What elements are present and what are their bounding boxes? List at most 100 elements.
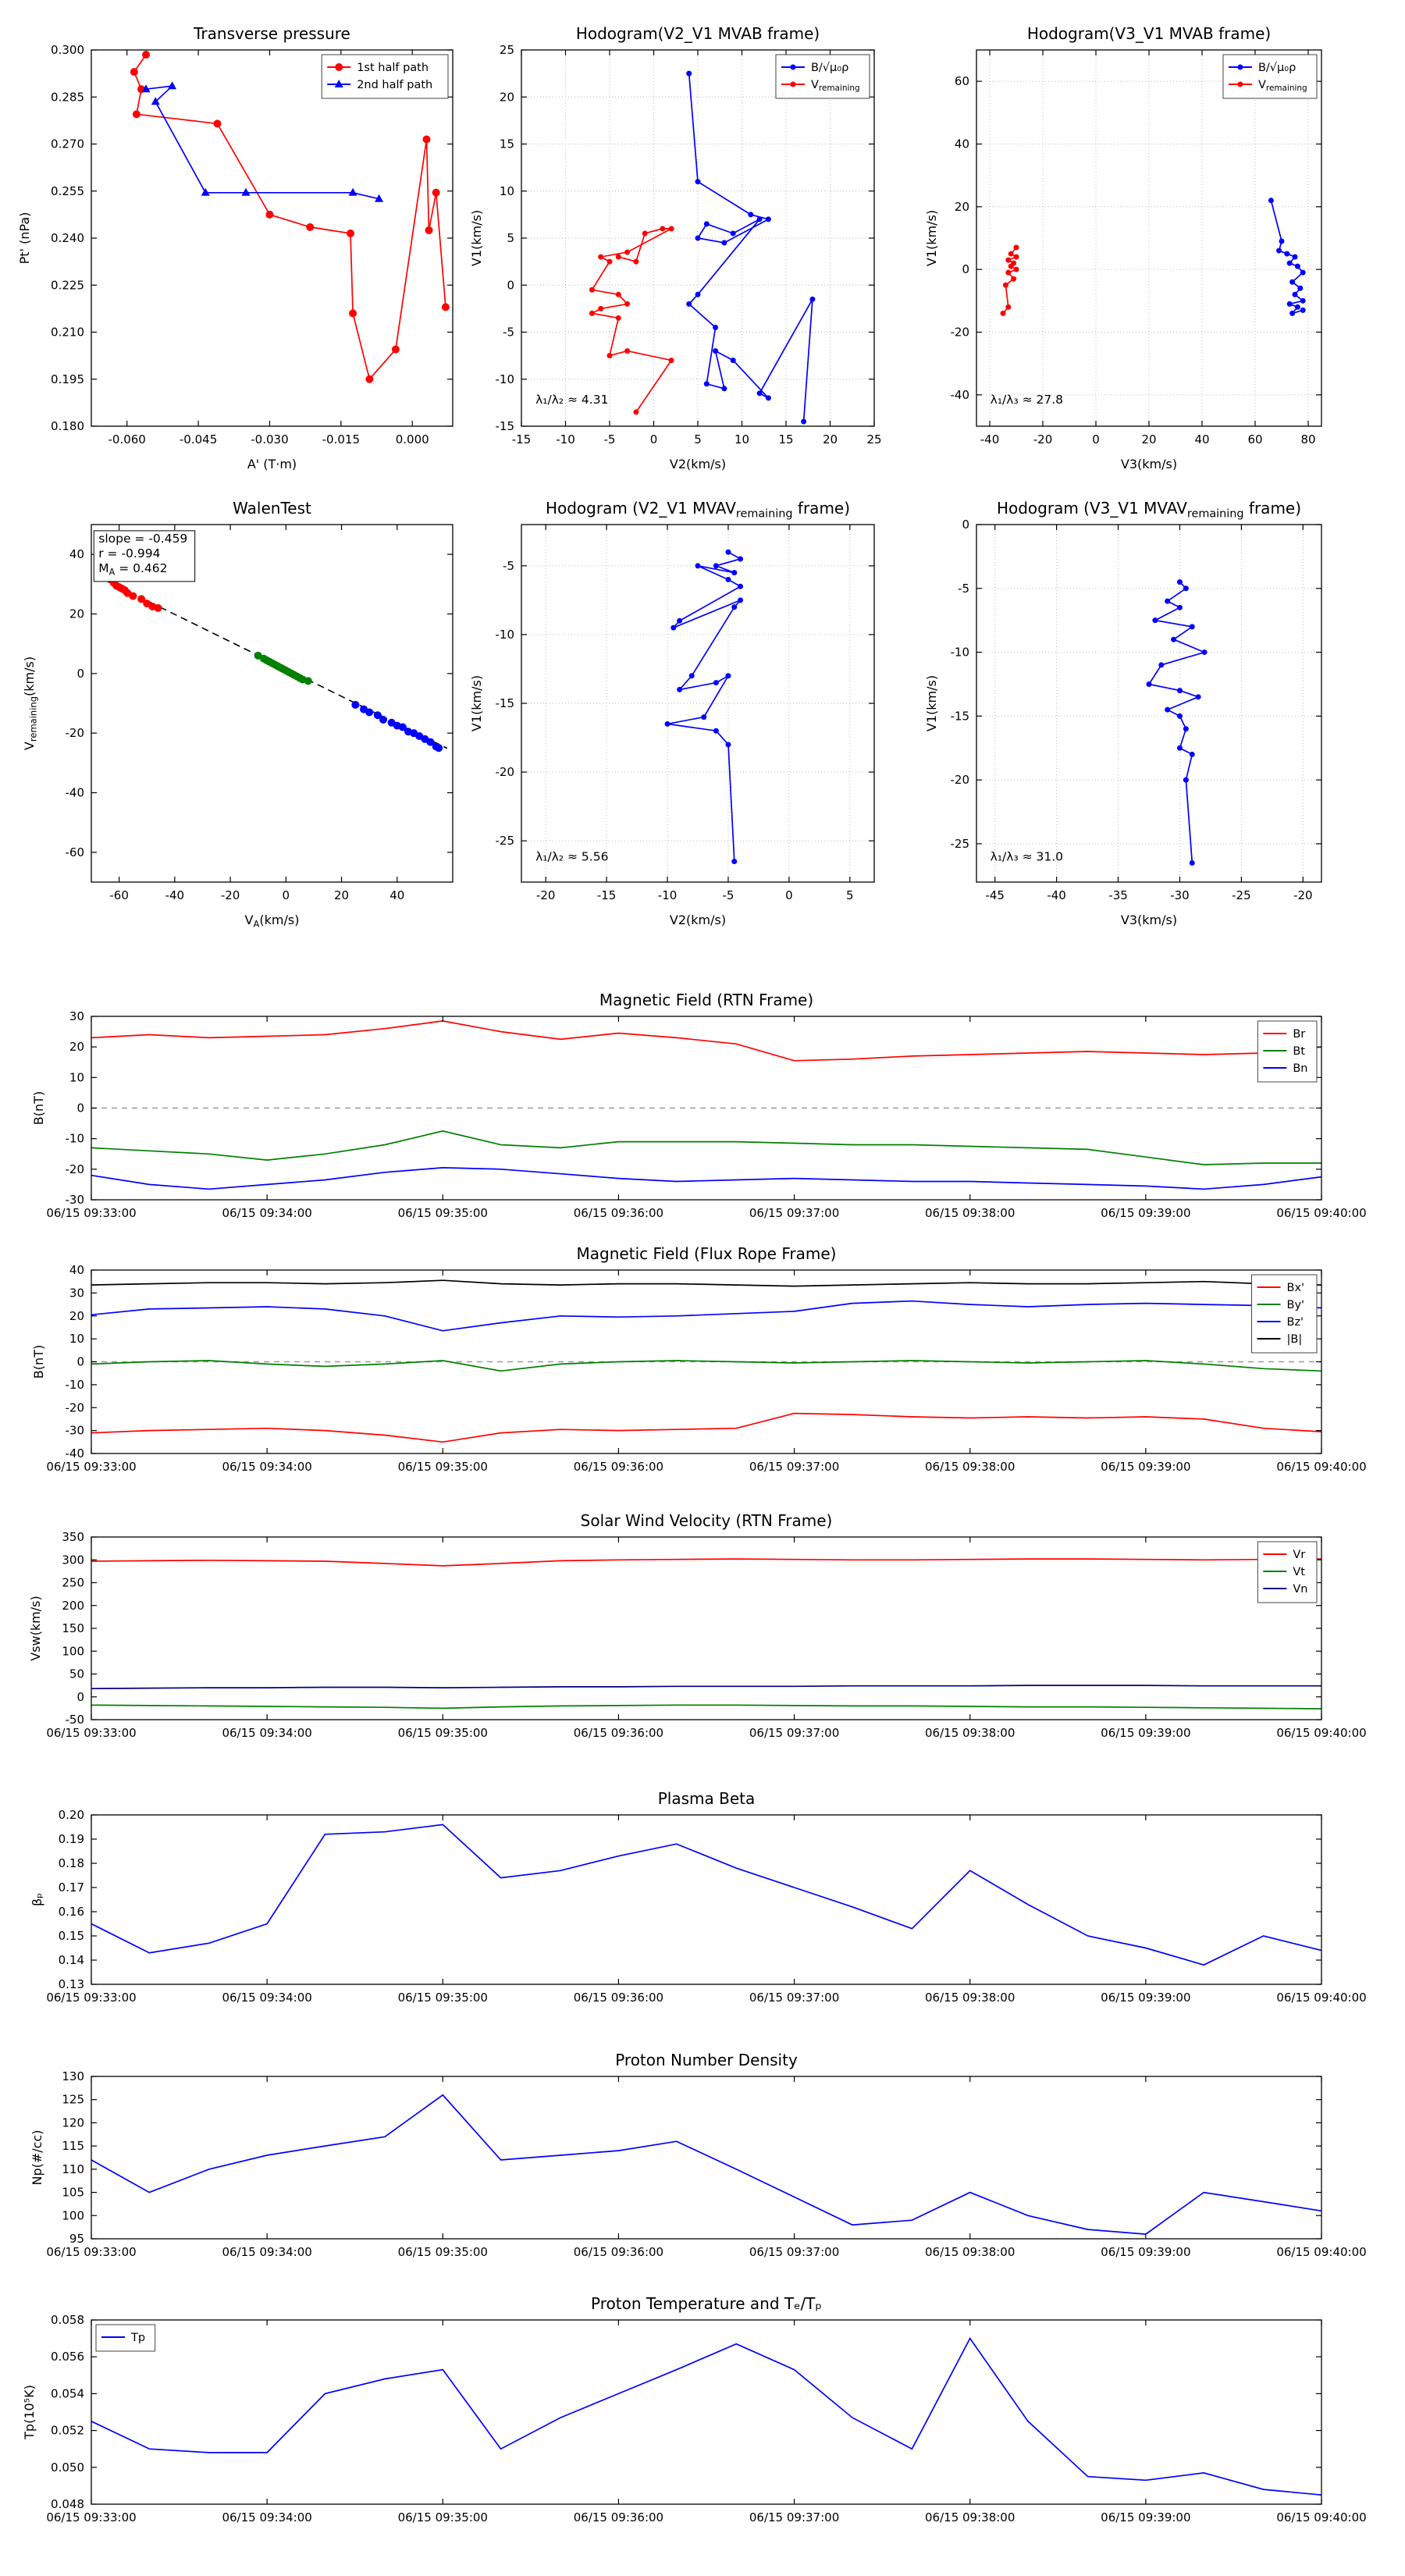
svg-text:06/15 09:35:00: 06/15 09:35:00 [398,2510,488,2524]
panel-hodogram-v2v1-mvab: -15 -10 -5 0 5 10 15 20 25 -15 -10 -5 0 5 10 15 20 25 Hodo… [468,12,921,500]
svg-text:MA = 0.462: MA = 0.462 [98,561,167,577]
svg-text:Bz': Bz' [1287,1316,1304,1329]
svg-text:Bt: Bt [1293,1045,1305,1058]
svg-text:Br: Br [1293,1028,1305,1041]
svg-text:5: 5 [694,432,702,447]
svg-text:Vremaining: Vremaining [811,79,860,93]
svg-text:V1(km/s): V1(km/s) [469,210,484,266]
svg-text:0: 0 [507,278,514,292]
svg-text:0.13: 0.13 [59,1977,84,1991]
svg-text:B/√μ₀ρ: B/√μ₀ρ [1258,62,1296,74]
svg-text:06/15 09:35:00: 06/15 09:35:00 [398,1726,488,1740]
svg-text:300: 300 [62,1553,84,1567]
svg-text:06/15 09:40:00: 06/15 09:40:00 [1276,1991,1366,2005]
svg-text:06/15 09:36:00: 06/15 09:36:00 [574,2510,663,2524]
svg-text:-20: -20 [66,726,85,740]
svg-text:0: 0 [283,888,290,902]
svg-text:0.300: 0.300 [51,43,84,57]
panel-plasma-beta: 06/15 09:33:00 06/15 09:34:00 06/15 09:35:… [16,1784,1374,2014]
svg-text:-5: -5 [604,432,616,447]
svg-text:60: 60 [1247,432,1262,447]
svg-text:Proton Temperature and Tₑ/Tₚ: Proton Temperature and Tₑ/Tₚ [591,2294,822,2313]
svg-text:06/15 09:33:00: 06/15 09:33:00 [46,1460,136,1474]
svg-text:0: 0 [76,1690,84,1704]
svg-text:06/15 09:36:00: 06/15 09:36:00 [574,1726,663,1740]
svg-text:20: 20 [69,1309,84,1323]
svg-text:Vremaining: Vremaining [1258,79,1307,93]
svg-text:V3(km/s): V3(km/s) [1121,913,1177,927]
svg-text:-20: -20 [221,888,240,902]
svg-text:Hodogram(V3_V1 MVAB frame): Hodogram(V3_V1 MVAB frame) [1027,24,1271,43]
svg-text:06/15 09:40:00: 06/15 09:40:00 [1276,1460,1366,1474]
svg-text:06/15 09:40:00: 06/15 09:40:00 [1276,1726,1366,1740]
svg-text:Plasma Beta: Plasma Beta [658,1789,756,1808]
svg-text:0.16: 0.16 [59,1905,84,1919]
panel-solar-wind-velocity: 06/15 09:33:00 06/15 09:34:00 06/15 09:35:… [16,1507,1374,1750]
walen-test-chart: -60 -40 -20 0 20 40 -60 -40 -20 0 20 40 WalenTest VA(… [22,499,454,929]
svg-text:06/15 09:38:00: 06/15 09:38:00 [925,1460,1015,1474]
svg-text:200: 200 [62,1599,84,1613]
svg-text:0: 0 [785,888,793,902]
svg-text:06/15 09:40:00: 06/15 09:40:00 [1276,2510,1366,2524]
svg-text:06/15 09:40:00: 06/15 09:40:00 [1276,1206,1366,1220]
svg-text:0.180: 0.180 [51,419,84,433]
svg-text:-40: -40 [1047,888,1066,902]
svg-text:V2(km/s): V2(km/s) [670,913,726,927]
svg-text:Vt: Vt [1293,1566,1305,1578]
svg-text:06/15 09:33:00: 06/15 09:33:00 [46,1991,136,2005]
svg-text:V1(km/s): V1(km/s) [924,675,939,731]
svg-text:Transverse pressure: Transverse pressure [193,24,350,43]
svg-text:06/15 09:39:00: 06/15 09:39:00 [1101,1460,1190,1474]
svg-text:Vsw(km/s): Vsw(km/s) [28,1596,43,1660]
svg-text:V1(km/s): V1(km/s) [469,675,484,731]
svg-text:WalenTest: WalenTest [233,499,311,518]
svg-text:-20: -20 [66,1400,85,1414]
panel-magnetic-field-fluxrope: 06/15 09:33:00 06/15 09:34:00 06/15 09:35:… [16,1241,1374,1483]
svg-text:20: 20 [500,90,514,104]
svg-text:60: 60 [955,74,969,88]
svg-text:0.052: 0.052 [51,2424,84,2438]
magnetic-field-rtn-chart: 06/15 09:33:00 06/15 09:34:00 06/15 09:35:… [31,991,1367,1220]
svg-text:40: 40 [69,1263,84,1277]
svg-text:06/15 09:39:00: 06/15 09:39:00 [1101,1206,1190,1220]
svg-text:V2(km/s): V2(km/s) [670,457,726,471]
svg-text:r = -0.994: r = -0.994 [98,546,160,560]
svg-text:06/15 09:37:00: 06/15 09:37:00 [749,1460,839,1474]
svg-text:0.054: 0.054 [51,2386,84,2400]
proton-temperature-chart: 06/15 09:33:00 06/15 09:34:00 06/15 09:35:… [22,2294,1367,2524]
svg-text:Bx': Bx' [1287,1282,1305,1294]
panel-hodogram-v3v1-mvav: -45 -40 -35 -30 -25 -20 -25 -20 -15 -10 -5 0 Hodogra… [921,492,1374,929]
svg-text:0.255: 0.255 [51,184,84,198]
svg-text:150: 150 [62,1621,84,1635]
svg-text:-20: -20 [536,888,556,902]
svg-text:06/15 09:37:00: 06/15 09:37:00 [749,1206,839,1220]
svg-text:06/15 09:35:00: 06/15 09:35:00 [398,2245,488,2259]
svg-text:125: 125 [62,2093,84,2107]
svg-text:10: 10 [69,1332,84,1346]
svg-text:0.240: 0.240 [51,231,84,245]
svg-text:-15: -15 [496,696,515,710]
svg-text:06/15 09:34:00: 06/15 09:34:00 [222,2245,311,2259]
svg-text:Np(#/cc): Np(#/cc) [30,2130,44,2186]
svg-text:06/15 09:38:00: 06/15 09:38:00 [925,2510,1015,2524]
svg-text:06/15 09:39:00: 06/15 09:39:00 [1101,2245,1190,2259]
svg-text:-30: -30 [1170,888,1190,902]
svg-text:0.18: 0.18 [59,1856,84,1870]
svg-text:Vn: Vn [1293,1583,1307,1596]
svg-text:-15: -15 [496,419,515,433]
svg-text:-50: -50 [66,1713,85,1727]
svg-text:-5: -5 [958,582,969,596]
svg-text:130: 130 [62,2069,84,2083]
svg-text:-60: -60 [66,845,85,859]
svg-text:0.210: 0.210 [51,326,84,340]
svg-text:-25: -25 [496,834,515,848]
svg-text:-40: -40 [66,786,85,800]
svg-text:-10: -10 [66,1132,85,1146]
svg-text:-10: -10 [496,372,515,386]
svg-text:Magnetic Field (Flux Rope Fram: Magnetic Field (Flux Rope Frame) [577,1244,837,1263]
svg-text:0: 0 [962,262,969,276]
svg-text:-20: -20 [951,326,970,340]
svg-text:06/15 09:33:00: 06/15 09:33:00 [46,2245,136,2259]
svg-text:V1(km/s): V1(km/s) [924,210,939,266]
